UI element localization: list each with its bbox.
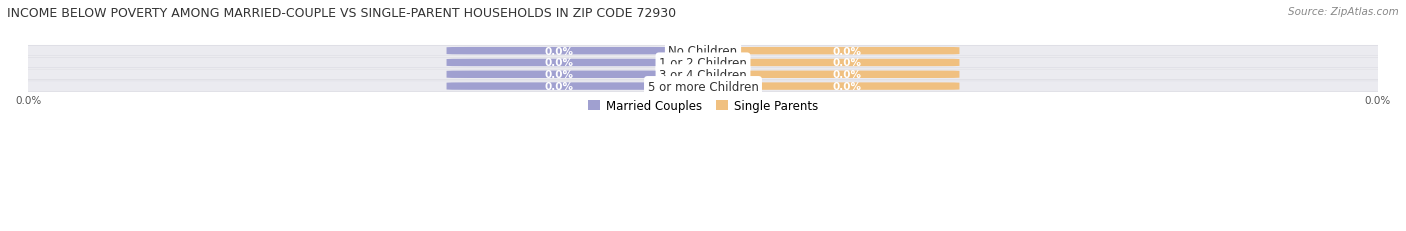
FancyBboxPatch shape — [447, 71, 672, 79]
FancyBboxPatch shape — [6, 70, 1400, 80]
Text: 1 or 2 Children: 1 or 2 Children — [659, 57, 747, 70]
Text: Source: ZipAtlas.com: Source: ZipAtlas.com — [1288, 7, 1399, 17]
FancyBboxPatch shape — [6, 81, 1400, 92]
FancyBboxPatch shape — [6, 46, 1400, 57]
FancyBboxPatch shape — [447, 83, 672, 90]
FancyBboxPatch shape — [6, 58, 1400, 68]
FancyBboxPatch shape — [734, 83, 959, 90]
Text: 3 or 4 Children: 3 or 4 Children — [659, 68, 747, 81]
Text: No Children: No Children — [668, 45, 738, 58]
Text: 0.0%: 0.0% — [832, 58, 862, 68]
Text: 0.0%: 0.0% — [832, 82, 862, 92]
Text: 0.0%: 0.0% — [832, 70, 862, 80]
FancyBboxPatch shape — [734, 48, 959, 55]
FancyBboxPatch shape — [734, 71, 959, 79]
FancyBboxPatch shape — [734, 60, 959, 67]
FancyBboxPatch shape — [447, 48, 672, 55]
Text: 0.0%: 0.0% — [544, 58, 574, 68]
Text: INCOME BELOW POVERTY AMONG MARRIED-COUPLE VS SINGLE-PARENT HOUSEHOLDS IN ZIP COD: INCOME BELOW POVERTY AMONG MARRIED-COUPL… — [7, 7, 676, 20]
Text: 5 or more Children: 5 or more Children — [648, 80, 758, 93]
FancyBboxPatch shape — [447, 60, 672, 67]
Text: 0.0%: 0.0% — [544, 82, 574, 92]
Text: 0.0%: 0.0% — [544, 70, 574, 80]
Legend: Married Couples, Single Parents: Married Couples, Single Parents — [583, 95, 823, 117]
Text: 0.0%: 0.0% — [544, 46, 574, 56]
Text: 0.0%: 0.0% — [832, 46, 862, 56]
